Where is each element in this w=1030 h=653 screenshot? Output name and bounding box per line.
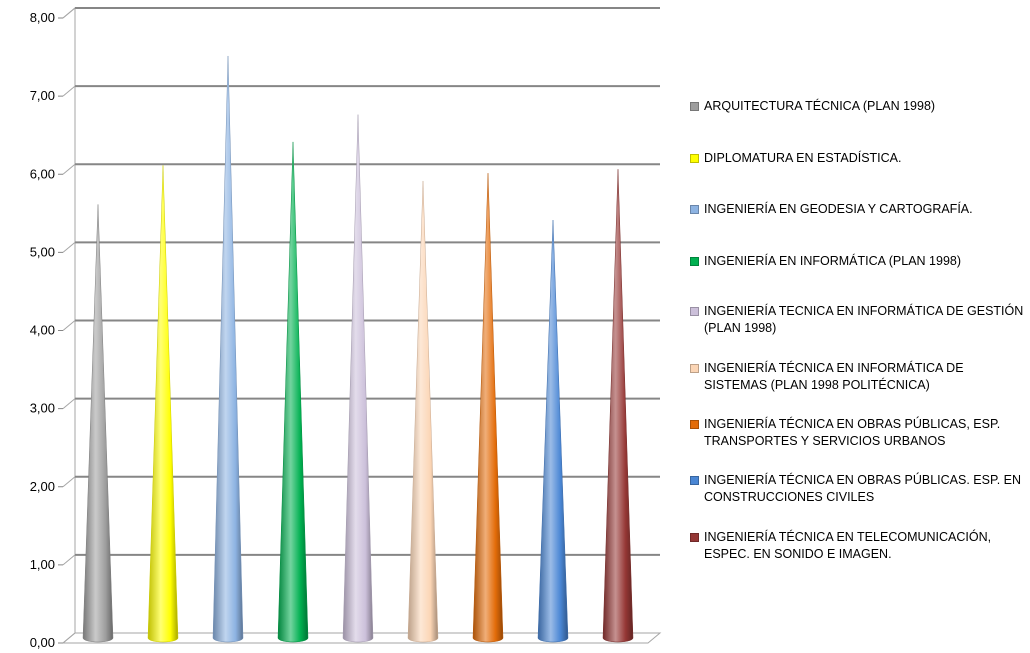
y-tick-label: 7,00 [30,88,55,103]
legend-swatch [690,420,699,429]
legend-item: INGENIERÍA TECNICA EN INFORMÁTICA DE GES… [690,303,1028,337]
legend-item: INGENIERÍA TÉCNICA EN TELECOMUNICACIÓN, … [690,529,1028,563]
legend-swatch [690,533,699,542]
cone-bar [342,114,374,643]
gridline-connector [62,554,76,566]
legend-label: INGENIERÍA EN INFORMÁTICA (PLAN 1998) [704,254,962,268]
legend-label: INGENIERÍA TÉCNICA EN INFORMÁTICA DE SIS… [704,361,964,392]
gridline-connector [62,7,76,19]
legend-swatch [690,476,699,485]
cone-bar [212,55,244,643]
gridline-connector [62,320,76,331]
gridline-connector [62,163,76,175]
legend-item: ARQUITECTURA TÉCNICA (PLAN 1998) [690,98,1028,115]
legend-label: INGENIERÍA TÉCNICA EN OBRAS PÚBLICAS. ES… [704,473,1021,504]
legend-item: DIPLOMATURA EN ESTADÍSTICA. [690,150,1028,167]
cone-bar [147,165,179,643]
legend-swatch [690,364,699,373]
legend-swatch [690,307,699,316]
y-tick-label: 3,00 [30,401,55,416]
legend-item: INGENIERÍA EN GEODESIA Y CARTOGRAFÍA. [690,201,1028,218]
cone-bar [277,141,309,643]
y-tick-label: 6,00 [30,166,55,181]
legend-item: INGENIERÍA EN INFORMÁTICA (PLAN 1998) [690,253,1028,270]
y-tick-label: 5,00 [30,244,55,259]
cone-bar [602,169,634,643]
legend-item: INGENIERÍA TÉCNICA EN OBRAS PÚBLICAS. ES… [690,472,1028,506]
legend-label: ARQUITECTURA TÉCNICA (PLAN 1998) [704,99,936,113]
legend-label: INGENIERÍA TÉCNICA EN TELECOMUNICACIÓN, … [704,530,992,561]
legend-label: INGENIERÍA TECNICA EN INFORMÁTICA DE GES… [704,304,1024,335]
y-tick-label: 8,00 [30,10,55,25]
gridline-connector [62,241,76,253]
y-tick-label: 4,00 [30,323,55,338]
cone-bar [472,173,504,643]
cone-bar [82,204,114,643]
cone-bar [537,220,569,643]
y-tick-label: 0,00 [30,635,55,650]
legend-swatch [690,102,699,111]
legend-item: INGENIERÍA TÉCNICA EN INFORMÁTICA DE SIS… [690,360,1028,394]
legend-label: INGENIERÍA TÉCNICA EN OBRAS PÚBLICAS, ES… [704,417,1001,448]
gridline-connector [62,476,76,488]
y-tick-label: 1,00 [30,557,55,572]
gridline-connector [62,85,76,97]
legend-swatch [690,205,699,214]
y-tick-label: 2,00 [30,479,55,494]
legend-item: INGENIERÍA TÉCNICA EN OBRAS PÚBLICAS, ES… [690,416,1028,450]
y-axis-ticks: 0,00 1,00 2,00 3,00 4,00 5,00 6,00 7,00 8,00 [30,10,63,650]
legend-label: INGENIERÍA EN GEODESIA Y CARTOGRAFÍA. [704,202,973,216]
gridline-connector [62,398,76,410]
legend-swatch [690,154,699,163]
legend-label: DIPLOMATURA EN ESTADÍSTICA. [704,151,902,165]
legend-swatch [690,257,699,266]
cone-bar [407,180,439,643]
floor [61,632,662,644]
cone-bars [82,55,634,643]
